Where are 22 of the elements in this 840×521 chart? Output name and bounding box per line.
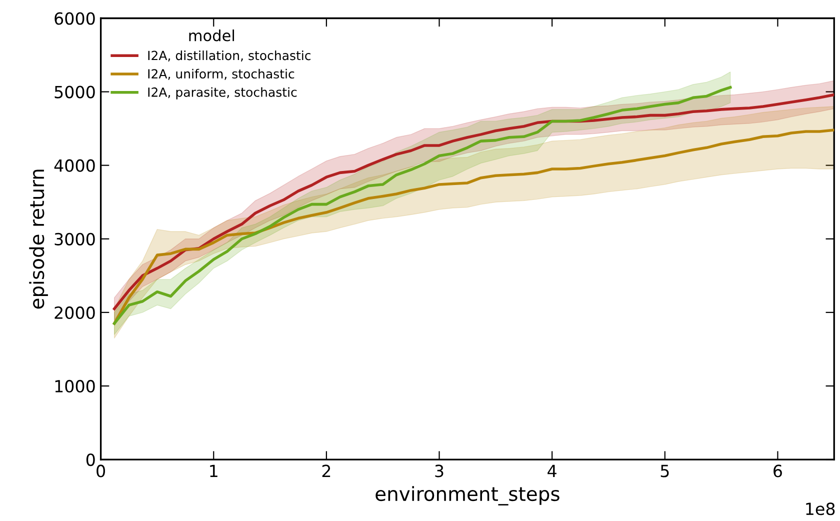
y-tick-label: 4000 (54, 159, 95, 172)
y-tick-label: 6000 (54, 12, 95, 25)
legend-label: I2A, distillation, stochastic (148, 50, 310, 62)
x-tick-label: 5 (660, 464, 669, 478)
y-tick-label: 1000 (55, 380, 95, 393)
x-tick-label: 0 (96, 464, 105, 478)
legend-label: I2A, parasite, stochastic (148, 87, 297, 100)
y-axis-title: episode return (29, 170, 48, 309)
legend-title: model (189, 29, 234, 42)
x-tick-label: 3 (435, 464, 444, 478)
x-tick-label: 4 (548, 464, 556, 478)
text: 1e8 (806, 502, 835, 516)
x-tick-label: 2 (322, 464, 330, 478)
x-axis-title: environment_steps (376, 486, 560, 506)
y-tick-label: 5000 (54, 86, 95, 98)
x-tick-label: 1 (210, 464, 218, 478)
y-tick-label: 0 (86, 453, 95, 466)
legend-label: I2A, uniform, stochastic (148, 68, 294, 80)
y-tick-label: 2000 (54, 306, 95, 319)
x-tick-label: 6 (774, 464, 782, 478)
line-series (112, 128, 834, 325)
y-tick-label: 3000 (54, 232, 95, 246)
